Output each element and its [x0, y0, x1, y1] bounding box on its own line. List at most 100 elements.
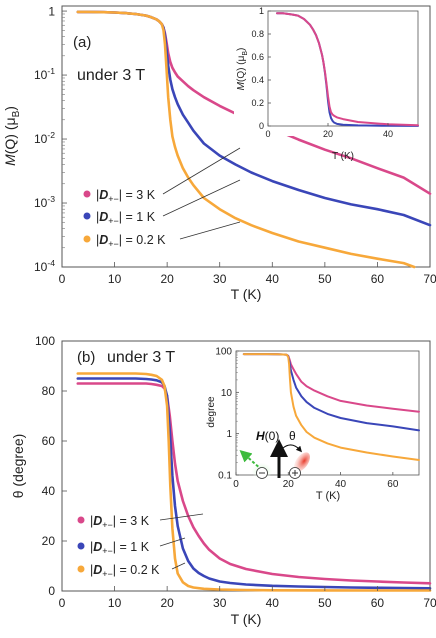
- a-main-ytick-exp-2: -2: [47, 130, 55, 140]
- legend-a-text-D1: |D+−| = 1 K: [96, 210, 156, 226]
- a-inset-ytick-label-4: 0.8: [251, 29, 264, 39]
- b-inset-ytick-label-3: 100: [215, 347, 232, 358]
- panel-a-y-axis-label-unit: (μ: [2, 117, 18, 130]
- a-main-series-D02: [76, 10, 416, 269]
- legend-a-sym-D1: D: [99, 210, 108, 224]
- a-main-ytick-label-1: 10-1: [34, 66, 55, 82]
- panel-a-legend: |D+−| = 3 K |D+−| = 1 K |D+−| = 0.2 K: [83, 147, 241, 249]
- h-field-label-h: H: [256, 429, 265, 443]
- b-main-series-D02: [76, 372, 432, 592]
- legend-a-sub-D3: +−: [108, 194, 119, 204]
- legend-b-marker-D02: [77, 565, 85, 573]
- inset-b-schematic: H(0) θ: [239, 429, 310, 479]
- a-inset-series-D3: [276, 12, 419, 127]
- legend-b-sub-D02: +−: [102, 569, 113, 579]
- legend-b-value-D02: = 0.2 K: [120, 563, 161, 577]
- panel-a-inset-y-ticks: 0 0.2 0.4 0.6 0.8 1: [251, 6, 271, 131]
- a-main-xtick-label-0: 0: [59, 272, 66, 286]
- b-main-xtick-label-40: 40: [266, 596, 280, 610]
- panel-b-y-axis-label: θ (degree): [10, 434, 26, 499]
- b-main-ytick-label-3: 60: [42, 434, 56, 448]
- legend-b-item-D02: |D+−| = 0.2 K: [77, 563, 160, 579]
- panel-a-x-ticks: 0 10 20 30 40 50 60 70: [59, 262, 436, 286]
- panel-b-inset-bg: [206, 344, 428, 501]
- legend-a-sub-D1: +−: [108, 216, 119, 226]
- panel-a-y-axis-label-m: M: [2, 154, 18, 166]
- a-inset-xtick-label-0: 0: [265, 129, 270, 139]
- b-main-series-D1: [76, 377, 432, 590]
- legend-b-bar-D3: |: [113, 514, 116, 528]
- panel-a-inset-y-label-unit: (μ: [236, 55, 247, 64]
- legend-b-text-D1: |D+−| = 1 K: [90, 540, 150, 556]
- panel-b-inset-plot: [242, 353, 420, 461]
- a-main-ytick-exp-3: -3: [47, 194, 55, 204]
- legend-b-sub-D1: +−: [102, 546, 113, 556]
- legend-b-marker-D3: [77, 516, 85, 524]
- b-main-ytick-label-2: 40: [42, 484, 56, 498]
- legend-b-text-D3: |D+−| = 3 K: [90, 514, 150, 530]
- b-inset-series-D02: [242, 353, 420, 461]
- b-main-xtick-label-0: 0: [59, 596, 66, 610]
- legend-a-bar-D3: |: [119, 188, 122, 202]
- b-main-xtick-label-60: 60: [371, 596, 385, 610]
- legend-a-item-D3: |D+−| = 3 K: [83, 188, 156, 204]
- a-main-xtick-label-50: 50: [318, 272, 332, 286]
- panel-b-inset-x-label: T (K): [316, 490, 340, 502]
- legend-b-text-D02: |D+−| = 0.2 K: [90, 563, 160, 579]
- panel-b-annotation: under 3 T: [107, 349, 175, 366]
- b-main-xtick-label-70: 70: [423, 596, 436, 610]
- b-inset-ytick-label-0: 0.1: [218, 471, 232, 482]
- b-inset-xtick-label-60: 60: [387, 479, 399, 490]
- b-inset-xtick-label-40: 40: [335, 479, 347, 490]
- theta-label: θ: [289, 429, 296, 443]
- panel-a-y-ticks: 1 10-1 10-2 10-3 10-4: [34, 4, 67, 274]
- h-field-label-arg: (0): [265, 429, 280, 443]
- panel-b-inset: 0 20 40 60 0.1 1 10 100 T (K) degree H(0) θ: [206, 344, 428, 502]
- b-main-xtick-label-50: 50: [318, 596, 332, 610]
- legend-b-value-D3: = 3 K: [120, 514, 150, 528]
- b-main-series-D3: [76, 382, 432, 585]
- panel-a-inset-x-ticks: 0 20 40: [265, 123, 393, 139]
- legend-b-sym-D1: D: [93, 540, 102, 554]
- panel-a-y-axis-label-q: (Q): [2, 134, 18, 154]
- legend-a-pointer-D3: [162, 147, 241, 195]
- legend-b-sym-D3: D: [93, 514, 102, 528]
- panel-a-inset-y-label-q: (Q): [236, 68, 247, 82]
- panel-a-frame: [61, 5, 431, 268]
- a-main-ytick-label-3: 10-3: [34, 194, 55, 210]
- panel-b-inset-y-label: degree: [206, 396, 217, 428]
- panel-a-inset-x-label: T (K): [332, 151, 354, 162]
- b-main-xtick-label-10: 10: [108, 596, 122, 610]
- legend-a-text-D02: |D+−| = 0.2 K: [96, 233, 166, 249]
- b-inset-xtick-label-20: 20: [283, 479, 295, 490]
- a-inset-ytick-label-3: 0.6: [251, 52, 264, 62]
- b-main-ytick-label-1: 20: [42, 534, 56, 548]
- panel-b-inset-frame: [235, 350, 420, 476]
- panel-a-y-axis-label: M(Q) (μB): [2, 106, 22, 166]
- legend-a-pointer-D02: [179, 221, 241, 240]
- a-inset-xtick-label-20: 20: [323, 129, 333, 139]
- a-main-xtick-label-60: 60: [371, 272, 385, 286]
- legend-a-value-D3: = 3 K: [126, 188, 156, 202]
- legend-a-text-D3: |D+−| = 3 K: [96, 188, 156, 204]
- legend-a-sym-D02: D: [99, 233, 108, 247]
- legend-b-bar-D1: |: [113, 540, 116, 554]
- legend-b-pointer-D02: [171, 562, 186, 570]
- panel-b-x-axis-label: T (K): [231, 611, 262, 627]
- panel-a-label: (a): [73, 34, 91, 51]
- panel-b-x-ticks: 0 10 20 30 40 50 60 70: [59, 586, 436, 610]
- legend-b-marker-D1: [77, 542, 85, 550]
- a-main-xtick-label-30: 30: [213, 272, 227, 286]
- panel-a-inset-plot: [276, 12, 419, 127]
- b-main-xtick-label-20: 20: [160, 596, 174, 610]
- b-inset-xtick-label-0: 0: [233, 479, 239, 490]
- legend-b-pointer-D1: [159, 537, 186, 547]
- legend-b-item-D1: |D+−| = 1 K: [77, 540, 150, 556]
- a-inset-ytick-label-1: 0.2: [251, 98, 264, 108]
- legend-b-item-D3: |D+−| = 3 K: [77, 514, 150, 530]
- panel-a-inset-frame: [267, 10, 419, 127]
- legend-b-bar-D02: |: [113, 563, 116, 577]
- legend-a-sub-D02: +−: [108, 239, 119, 249]
